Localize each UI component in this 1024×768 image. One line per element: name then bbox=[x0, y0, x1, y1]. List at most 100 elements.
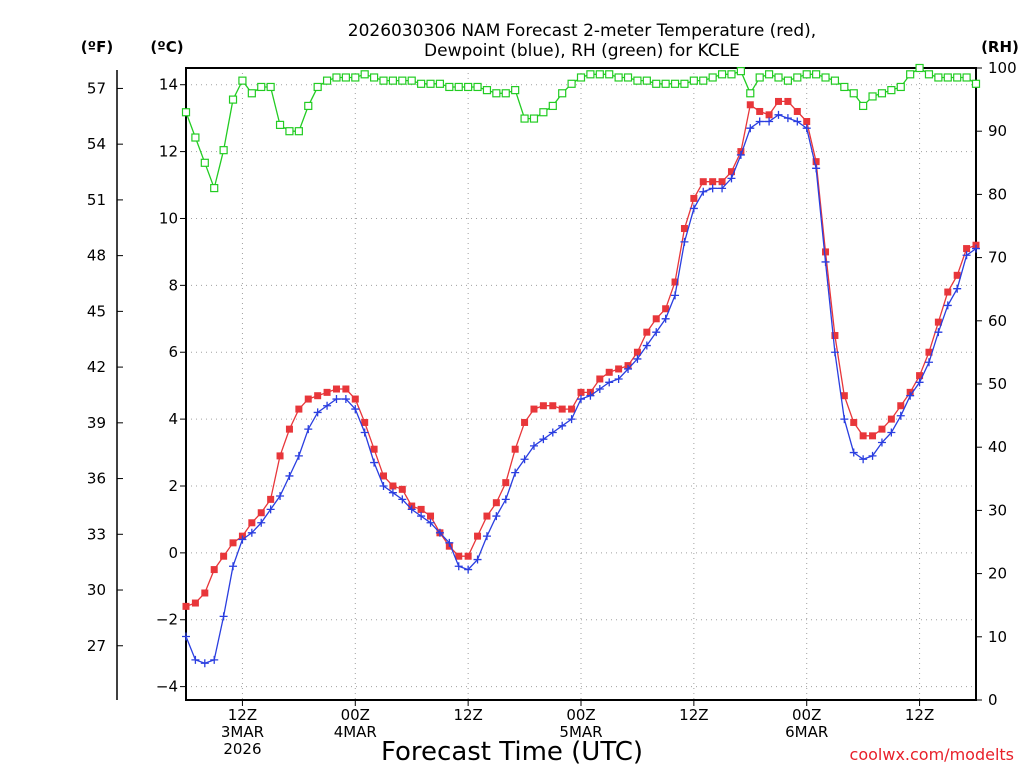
rh-point bbox=[614, 73, 623, 82]
temperature-point bbox=[323, 388, 331, 396]
rh-point bbox=[605, 70, 614, 79]
rh-point bbox=[699, 76, 708, 85]
temperature-point bbox=[229, 539, 237, 547]
dewpoint-point bbox=[492, 512, 501, 521]
time-tick-label: 12Z bbox=[905, 706, 934, 724]
dewpoint-point bbox=[558, 421, 567, 430]
temperature-point bbox=[775, 97, 782, 105]
rh-point bbox=[670, 79, 680, 88]
fahrenheit-axis-header: (ºF) bbox=[81, 38, 113, 56]
rh-point bbox=[576, 73, 586, 82]
dewpoint-point bbox=[972, 244, 980, 253]
rh-point bbox=[971, 79, 981, 88]
dewpoint-point bbox=[182, 632, 190, 641]
fahrenheit-tick-label: 54 bbox=[87, 135, 106, 153]
rh-axis-header: (RH) bbox=[981, 38, 1019, 56]
rh-point bbox=[680, 79, 689, 88]
rh-point bbox=[727, 70, 736, 79]
temperature-point bbox=[746, 101, 754, 109]
dewpoint-point bbox=[906, 391, 915, 400]
fahrenheit-tick-label: 36 bbox=[87, 470, 106, 488]
gridlines bbox=[186, 68, 976, 700]
dewpoint-point bbox=[614, 374, 623, 383]
dewpoint-point bbox=[708, 184, 717, 193]
dewpoint-point bbox=[915, 378, 924, 387]
temperature-point bbox=[793, 107, 801, 115]
temperature-point bbox=[615, 365, 623, 373]
dewpoint-point bbox=[755, 117, 764, 126]
dewpoint-point bbox=[774, 110, 783, 119]
dewpoint-point bbox=[285, 471, 294, 480]
rh-tick-label: 30 bbox=[988, 501, 1007, 519]
temperature-point bbox=[953, 271, 961, 279]
temperature-point bbox=[633, 348, 641, 356]
temperature-point bbox=[191, 599, 199, 607]
dewpoint-point bbox=[200, 659, 209, 668]
rh-point bbox=[435, 79, 445, 88]
rh-point bbox=[341, 73, 350, 82]
temperature-point bbox=[577, 388, 585, 396]
rh-point bbox=[313, 82, 322, 92]
dewpoint-point bbox=[830, 348, 839, 357]
dewpoint-point bbox=[341, 395, 350, 404]
rh-point bbox=[962, 73, 971, 82]
rh-point bbox=[360, 70, 369, 79]
rh-point bbox=[746, 89, 755, 98]
rh-point bbox=[473, 82, 482, 92]
rh-point bbox=[181, 108, 191, 117]
rh-tick-label: 10 bbox=[988, 628, 1007, 646]
rh-point bbox=[595, 70, 604, 79]
temperature-point bbox=[784, 97, 792, 105]
dewpoint-point bbox=[924, 358, 933, 367]
celsius-tick-label: 12 bbox=[159, 143, 178, 161]
dewpoint-point bbox=[642, 341, 651, 350]
rh-point bbox=[661, 79, 670, 88]
temperature-point bbox=[314, 392, 322, 400]
rh-point bbox=[266, 82, 275, 92]
fahrenheit-tick-labels: 57 54 51 48 45 42 39 36 33 30 27 bbox=[87, 79, 123, 655]
temperature-point bbox=[201, 589, 209, 597]
temperature-point bbox=[549, 402, 557, 410]
dewpoint-point bbox=[943, 301, 952, 310]
rh-point bbox=[764, 70, 774, 79]
dewpoint-point bbox=[388, 488, 397, 497]
rh-point bbox=[285, 127, 294, 136]
dewpoint-point bbox=[360, 428, 369, 437]
rh-tick-label: 100 bbox=[988, 59, 1017, 77]
dewpoint-point bbox=[407, 505, 416, 514]
temperature-point bbox=[944, 288, 952, 296]
dewpoint-point bbox=[934, 328, 943, 337]
dewpoint-point bbox=[783, 114, 792, 123]
temperature-point bbox=[455, 552, 463, 560]
time-tick-label: 12Z bbox=[228, 706, 257, 724]
rh-tick-label: 40 bbox=[988, 438, 1007, 456]
temperature-point bbox=[483, 512, 491, 520]
rh-point bbox=[482, 86, 492, 95]
temperature-point bbox=[398, 485, 406, 493]
dewpoint-point bbox=[868, 451, 877, 460]
dewpoint-point bbox=[859, 455, 868, 464]
dewpoint-point bbox=[962, 251, 971, 260]
rh-point bbox=[812, 70, 821, 79]
dewpoint-point bbox=[680, 237, 689, 246]
dewpoint-point bbox=[379, 481, 388, 490]
dewpoint-point bbox=[577, 395, 585, 404]
rh-point bbox=[802, 70, 811, 79]
temperature-point bbox=[285, 425, 293, 433]
rh-point bbox=[887, 86, 896, 95]
dewpoint-point bbox=[511, 468, 520, 477]
temperature-point bbox=[417, 505, 425, 513]
dewpoint-point bbox=[802, 124, 811, 133]
temperature-point bbox=[295, 405, 303, 413]
dewpoint-point bbox=[426, 518, 435, 527]
rh-point bbox=[511, 86, 520, 95]
temperature-point bbox=[370, 445, 378, 453]
chart-title-line2: Dewpoint (blue), RH (green) for KCLE bbox=[424, 41, 740, 61]
time-tick-label: 00Z bbox=[341, 706, 370, 724]
fahrenheit-tick-label: 33 bbox=[87, 525, 106, 543]
fahrenheit-tick-label: 57 bbox=[87, 79, 106, 97]
dewpoint-point bbox=[887, 428, 896, 437]
rh-point bbox=[200, 158, 209, 167]
dewpoint-point bbox=[746, 124, 755, 133]
